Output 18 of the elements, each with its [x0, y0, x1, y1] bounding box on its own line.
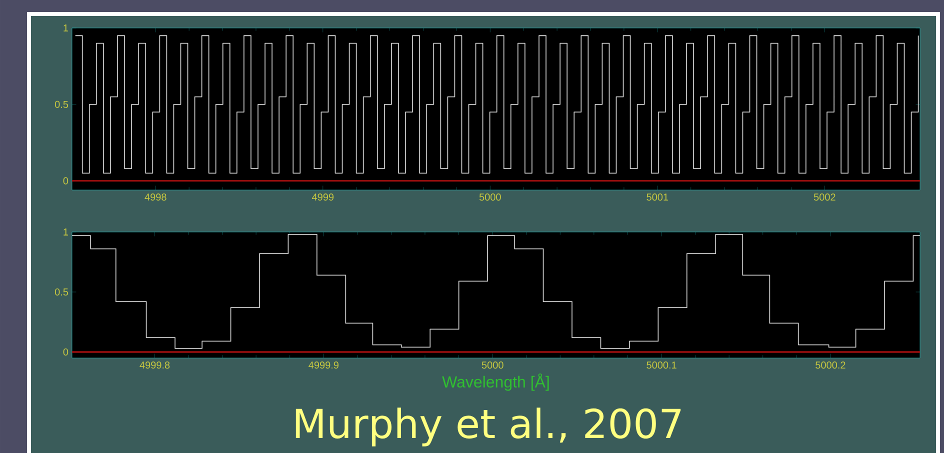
y-tick-label: 1: [64, 228, 68, 236]
x-tick-label: 4999: [312, 194, 334, 201]
x-tick-label: 5002: [814, 194, 836, 201]
x-tick-label: 5000.2: [816, 362, 846, 369]
text: Murphy et al., 2007: [296, 408, 681, 446]
x-tick-label: 4999.8: [140, 362, 170, 369]
y-tick-label: 0.5: [54, 100, 68, 108]
y-tick-label: 0: [63, 348, 68, 356]
x-tick-label: 5000: [479, 194, 501, 201]
y-tick-label: 0: [63, 177, 68, 184]
x-tick-label: 4999.9: [308, 362, 339, 369]
x-tick-label: 5000.1: [646, 362, 676, 369]
y-tick-label: 0.5: [54, 288, 68, 296]
x-tick-label: 4998: [144, 194, 166, 201]
x-tick-label: 5000: [482, 362, 504, 369]
x-tick-label: 5001: [646, 194, 668, 201]
y-tick-label: 1: [64, 24, 68, 32]
x-axis-title: Wavelength [Å]: [442, 373, 549, 391]
